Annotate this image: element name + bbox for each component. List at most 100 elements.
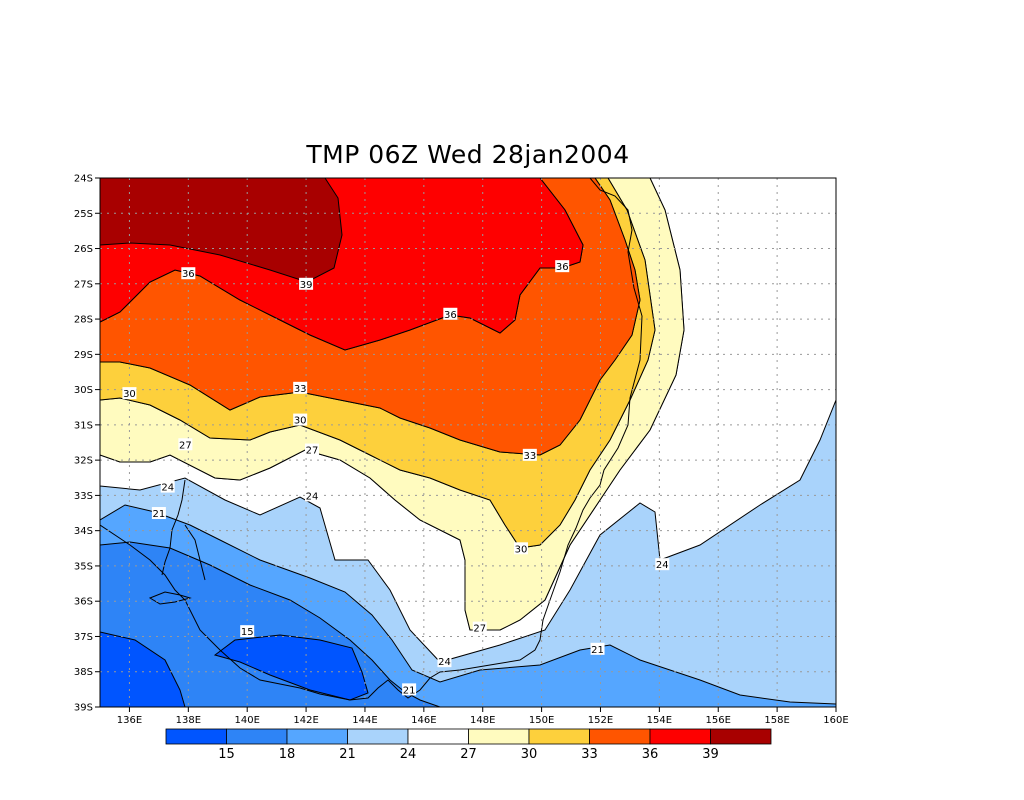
- contour-label: 24: [160, 480, 175, 494]
- contour-label: 24: [655, 558, 670, 571]
- contour-label: 36: [443, 307, 458, 321]
- x-tick-label: 144E: [352, 715, 377, 726]
- y-tick-label: 33S: [74, 491, 93, 502]
- colorbar-swatch: [226, 728, 288, 745]
- contour-label-bg: [472, 621, 487, 634]
- colorbar-swatch: [528, 728, 590, 745]
- colorbar-swatch: [286, 728, 348, 745]
- y-tick-label: 37S: [74, 632, 93, 643]
- contour-label: 21: [151, 507, 166, 520]
- y-tick-label: 29S: [74, 350, 93, 361]
- contour-label: 24: [304, 489, 319, 502]
- y-tick-label: 28S: [74, 315, 93, 326]
- colorbar-label: 18: [279, 747, 296, 762]
- contour-label-text: 24: [306, 491, 319, 502]
- y-tick-label: 38S: [74, 667, 93, 678]
- colorbar-swatch: [407, 728, 469, 745]
- contour-label-text: 15: [241, 627, 254, 638]
- y-tick-label: 35S: [74, 561, 93, 572]
- chart-title: TMP 06Z Wed 28jan2004: [306, 140, 630, 169]
- x-tick-label: 142E: [293, 715, 318, 726]
- contour-label-bg: [240, 625, 255, 638]
- contour-label: 27: [178, 438, 193, 451]
- coastline: [100, 178, 643, 701]
- colorbar-label: 21: [339, 747, 356, 762]
- contour-labels: 36 39 36 36 30 33 30 33 27 27 24 24 21 30 27 24 21 24 21 15: [122, 260, 670, 696]
- x-tick-label: 138E: [176, 715, 201, 726]
- y-tick-label: 24S: [74, 174, 93, 185]
- plot-frame: [99, 177, 837, 708]
- colorbar-label: 30: [521, 747, 538, 762]
- y-tick-label: 25S: [74, 209, 93, 220]
- contour-label-text: 21: [591, 645, 604, 656]
- contour-label-bg: [160, 480, 175, 493]
- y-tick-label: 26S: [74, 244, 93, 255]
- colorbar-label: 33: [581, 747, 598, 762]
- y-tick-label: 31S: [74, 420, 93, 431]
- y-tick-label: 39S: [74, 703, 93, 714]
- contour-label-text: 27: [179, 440, 192, 451]
- colorbar-swatch: [347, 728, 409, 745]
- peninsula: [184, 524, 206, 581]
- contour-label-bg: [293, 413, 308, 426]
- contour-label: 21: [590, 642, 605, 656]
- contour-label: 30: [122, 387, 137, 400]
- x-tick-label: 136E: [117, 715, 142, 726]
- contour-label-bg: [299, 277, 314, 290]
- contour-label-text: 27: [306, 446, 319, 457]
- contour-label-bg: [181, 267, 196, 280]
- colorbar-swatch: [710, 728, 772, 745]
- x-tick-label: 146E: [411, 715, 436, 726]
- contour-label-text: 24: [656, 560, 669, 571]
- y-tick-label: 34S: [74, 526, 93, 537]
- contour-label: 33: [293, 381, 308, 395]
- y-tick-label: 32S: [74, 456, 93, 467]
- band-below-15: [100, 631, 186, 707]
- contour-label: 36: [555, 260, 570, 273]
- contour-label-text: 36: [556, 262, 569, 273]
- x-tick-label: 156E: [706, 715, 731, 726]
- x-tick-label: 152E: [588, 715, 613, 726]
- contour-label: 30: [293, 413, 308, 427]
- contour-label-bg: [437, 655, 452, 668]
- contour-label-bg: [555, 260, 570, 273]
- gulf-coast: [161, 479, 186, 576]
- y-axis: 24S 25S 26S 27S 28S 29S 30S 31S 32S 33S 34S 35S 36S 3…: [74, 174, 100, 714]
- contour-label-text: 27: [473, 624, 486, 635]
- contour-label-bg: [522, 448, 537, 461]
- contour-label-text: 21: [403, 685, 416, 696]
- contour-label-text: 30: [123, 389, 136, 400]
- contour-label-bg: [304, 443, 319, 456]
- contour-label-bg: [402, 683, 417, 696]
- band-39-plus: [100, 178, 343, 283]
- colorbar-label: 15: [218, 747, 235, 762]
- contour-fills: [100, 178, 836, 707]
- x-tick-label: 160E: [823, 715, 848, 726]
- contour-label: 24: [437, 655, 452, 668]
- east-coast: [100, 178, 643, 701]
- contour-label: 21: [402, 683, 417, 696]
- contour-label-text: 30: [515, 544, 528, 555]
- contour-label-bg: [655, 558, 670, 571]
- contour-label: 39: [299, 277, 314, 291]
- contour-label: 33: [522, 448, 537, 462]
- colorbar-label: 24: [400, 747, 417, 762]
- contour-label: 27: [472, 621, 487, 635]
- x-tick-label: 158E: [764, 715, 789, 726]
- contour-label-bg: [590, 642, 605, 655]
- x-axis: 136E 138E 140E 142E 144E 146E 148E 150E 152E 154E…: [117, 707, 849, 726]
- contour-label: 27: [304, 443, 319, 457]
- colorbar-label: 27: [460, 747, 477, 762]
- colorbar-label: 36: [642, 747, 659, 762]
- colorbar-swatch: [165, 728, 227, 745]
- kangaroo-island: [148, 591, 192, 605]
- contour-label-bg: [513, 542, 528, 555]
- contour-label-text: 36: [444, 310, 457, 321]
- contour-label-bg: [122, 387, 137, 400]
- colorbar-swatch: [468, 728, 530, 745]
- contour-label: 30: [513, 542, 528, 555]
- contour-label-bg: [178, 438, 193, 451]
- contour-label-text: 39: [300, 280, 313, 291]
- contour-label-text: 36: [182, 269, 195, 280]
